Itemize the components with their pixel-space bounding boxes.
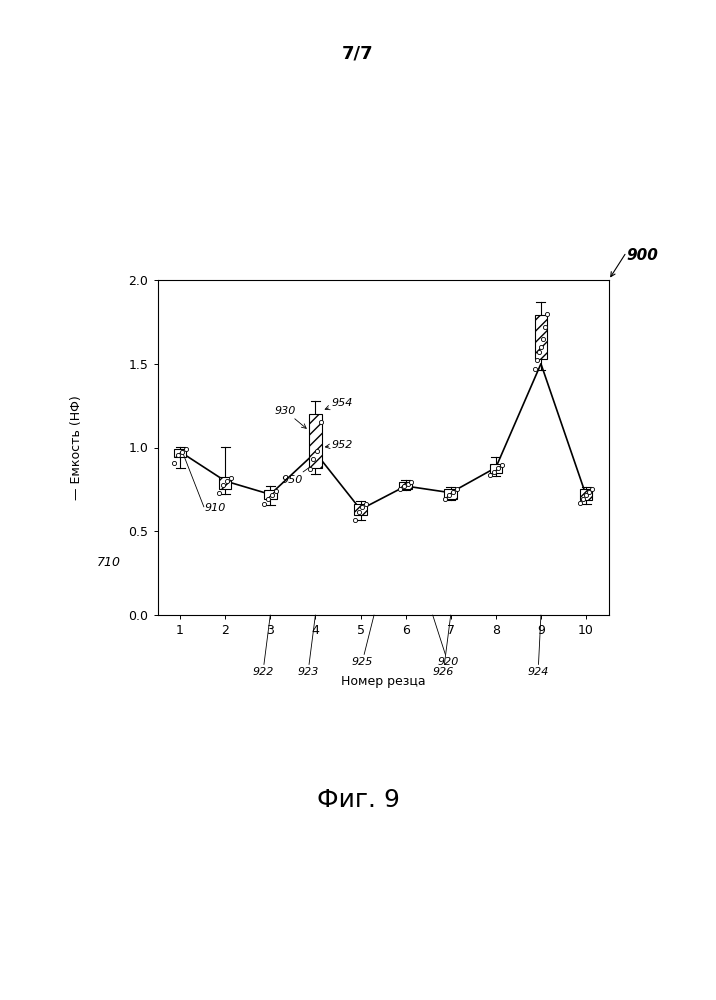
Text: 920: 920: [432, 615, 458, 667]
Text: Фиг. 9: Фиг. 9: [316, 788, 400, 812]
Bar: [490, 464, 502, 473]
Text: 930: 930: [275, 406, 306, 428]
Bar: [309, 414, 321, 468]
Bar: [264, 490, 276, 499]
Text: 710: 710: [97, 556, 121, 570]
Text: 923: 923: [297, 615, 319, 677]
Bar: [580, 489, 592, 500]
Text: 926: 926: [432, 615, 454, 677]
Text: 950: 950: [281, 468, 309, 485]
Text: 924: 924: [528, 615, 548, 677]
Text: — Емкость (НФ): — Емкость (НФ): [70, 395, 83, 500]
Text: 900: 900: [626, 247, 659, 262]
Text: 925: 925: [352, 615, 374, 667]
Bar: [445, 489, 457, 499]
Text: 910: 910: [205, 503, 226, 513]
Text: 922: 922: [252, 615, 274, 677]
Text: 954: 954: [325, 398, 352, 410]
Bar: [354, 504, 367, 515]
Text: 952: 952: [325, 440, 352, 450]
Text: Номер резца: Номер резца: [341, 675, 425, 688]
Bar: [400, 482, 412, 489]
Text: 7/7: 7/7: [342, 45, 374, 63]
Bar: [219, 477, 231, 489]
Bar: [174, 449, 186, 457]
Bar: [535, 315, 547, 359]
